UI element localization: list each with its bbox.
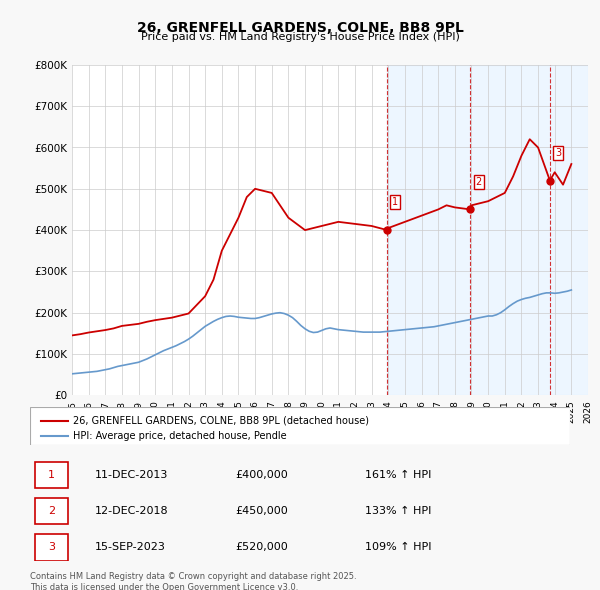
Text: 26, GRENFELL GARDENS, COLNE, BB8 9PL: 26, GRENFELL GARDENS, COLNE, BB8 9PL — [137, 21, 463, 35]
Text: 133% ↑ HPI: 133% ↑ HPI — [365, 506, 431, 516]
Text: 2: 2 — [48, 506, 55, 516]
Text: HPI: Average price, detached house, Pendle: HPI: Average price, detached house, Pend… — [73, 431, 287, 441]
Text: 1: 1 — [48, 470, 55, 480]
Text: 26, GRENFELL GARDENS, COLNE, BB8 9PL (detached house): 26, GRENFELL GARDENS, COLNE, BB8 9PL (de… — [73, 415, 369, 425]
Text: 109% ↑ HPI: 109% ↑ HPI — [365, 542, 431, 552]
Text: 1: 1 — [392, 197, 398, 207]
Text: 161% ↑ HPI: 161% ↑ HPI — [365, 470, 431, 480]
Bar — [387, 65, 588, 395]
Text: 11-DEC-2013: 11-DEC-2013 — [95, 470, 168, 480]
Text: 15-SEP-2023: 15-SEP-2023 — [95, 542, 166, 552]
Text: £450,000: £450,000 — [235, 506, 288, 516]
FancyBboxPatch shape — [35, 535, 68, 560]
Text: Price paid vs. HM Land Registry's House Price Index (HPI): Price paid vs. HM Land Registry's House … — [140, 32, 460, 42]
FancyBboxPatch shape — [35, 499, 68, 525]
FancyBboxPatch shape — [35, 463, 68, 489]
Text: 2: 2 — [475, 176, 482, 186]
Text: £400,000: £400,000 — [235, 470, 288, 480]
Text: Contains HM Land Registry data © Crown copyright and database right 2025.
This d: Contains HM Land Registry data © Crown c… — [30, 572, 356, 590]
Text: 3: 3 — [48, 542, 55, 552]
Text: 3: 3 — [555, 148, 561, 158]
FancyBboxPatch shape — [30, 407, 570, 445]
Text: 12-DEC-2018: 12-DEC-2018 — [95, 506, 169, 516]
Text: £520,000: £520,000 — [235, 542, 288, 552]
